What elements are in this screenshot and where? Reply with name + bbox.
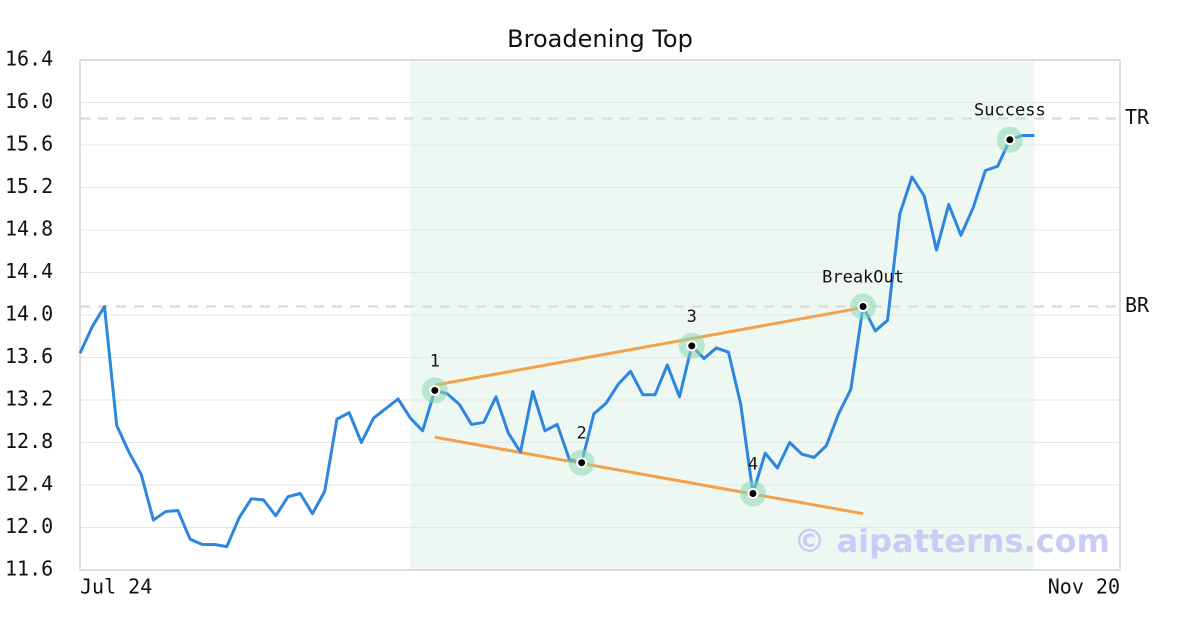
pivot-dot [576, 457, 588, 469]
pivot-dot [686, 340, 698, 352]
level-label: BR [1125, 293, 1150, 317]
pivot-label: Success [974, 101, 1046, 121]
x-tick-label: Jul 24 [80, 575, 152, 599]
y-tick-label: 14.4 [5, 259, 53, 283]
y-tick-label: 14.8 [5, 217, 53, 241]
pivot-dot [1004, 134, 1016, 146]
y-tick-label: 14.0 [5, 302, 53, 326]
trend-line [434, 306, 864, 387]
y-tick-label: 13.2 [5, 387, 53, 411]
price-line [78, 133, 1035, 549]
y-tick-label: 12.8 [5, 429, 53, 453]
pivot-dot [857, 301, 869, 312]
y-tick-label: 16.4 [5, 47, 53, 71]
plot-frame [79, 59, 1121, 571]
y-tick-label: 11.6 [5, 557, 53, 581]
y-tick-label: 16.0 [5, 89, 53, 113]
y-tick-label: 15.2 [5, 174, 53, 198]
trend-line [434, 435, 864, 516]
watermark: © aipatterns.com [793, 522, 1110, 560]
pivot-dot [429, 384, 441, 396]
y-tick-label: 13.6 [5, 344, 53, 368]
chart-title: Broadening Top [507, 25, 693, 53]
y-tick-label: 12.4 [5, 472, 53, 496]
x-tick-label: Nov 20 [1048, 575, 1120, 599]
pivot-label: 1 [430, 351, 440, 371]
pivot-label: 3 [687, 307, 697, 327]
pivot-label: 2 [577, 424, 587, 444]
pivot-label: BreakOut [822, 268, 904, 288]
y-tick-label: 15.6 [5, 132, 53, 156]
pivot-label: 4 [748, 455, 758, 475]
level-label: TR [1125, 105, 1150, 129]
pivot-dot [747, 488, 759, 499]
y-tick-label: 12.0 [5, 514, 53, 538]
